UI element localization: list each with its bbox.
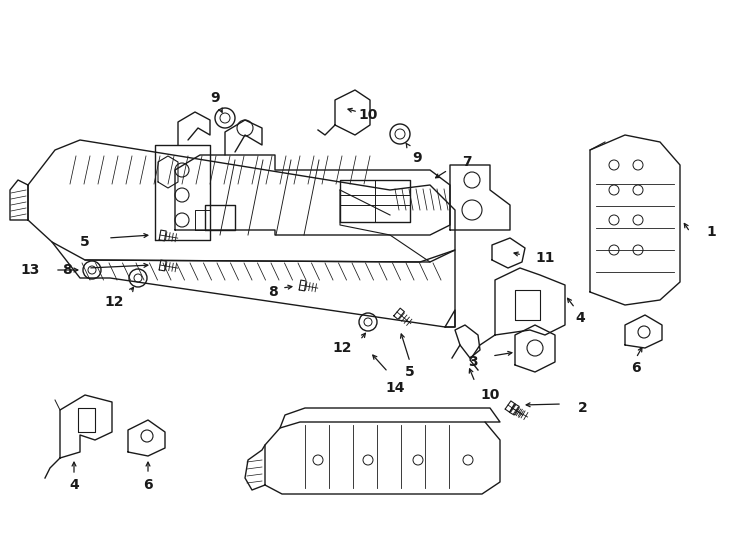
Text: 10: 10 bbox=[359, 108, 378, 122]
Text: 4: 4 bbox=[69, 478, 79, 492]
Text: 1: 1 bbox=[706, 225, 716, 239]
Text: 9: 9 bbox=[210, 91, 219, 105]
Text: 10: 10 bbox=[480, 388, 499, 402]
Text: 8: 8 bbox=[268, 285, 277, 299]
Text: 5: 5 bbox=[80, 235, 90, 249]
Text: 2: 2 bbox=[578, 401, 588, 415]
Text: 6: 6 bbox=[631, 361, 641, 375]
Text: 6: 6 bbox=[143, 478, 153, 492]
Text: 13: 13 bbox=[21, 263, 40, 277]
Text: 9: 9 bbox=[412, 151, 421, 165]
Text: 4: 4 bbox=[575, 311, 585, 325]
Text: 7: 7 bbox=[462, 155, 472, 169]
Text: 12: 12 bbox=[333, 341, 352, 355]
Text: 3: 3 bbox=[468, 355, 478, 369]
Text: 8: 8 bbox=[62, 263, 72, 277]
Text: 12: 12 bbox=[104, 295, 124, 309]
Text: 14: 14 bbox=[385, 381, 404, 395]
Text: 5: 5 bbox=[405, 365, 415, 379]
Text: 11: 11 bbox=[535, 251, 554, 265]
